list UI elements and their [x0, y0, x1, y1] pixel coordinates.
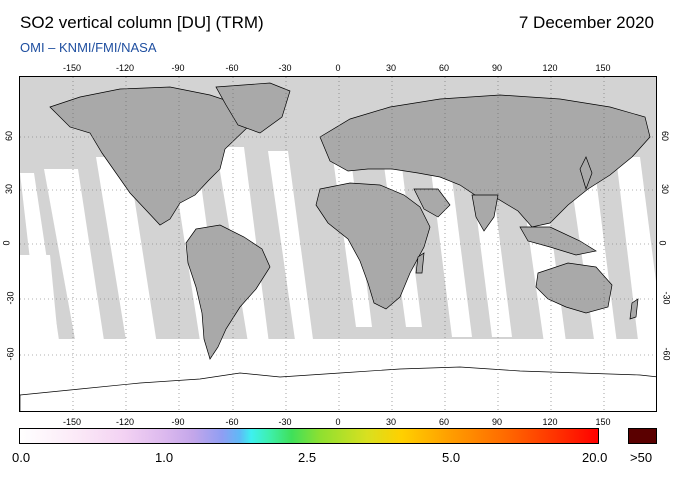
- colorbar-over-label: >50: [630, 450, 653, 465]
- arabia: [413, 188, 451, 218]
- colorbar-label: 2.5: [298, 450, 317, 465]
- lon-tick-top: -60: [225, 63, 239, 73]
- lon-tick-top: 120: [542, 63, 558, 73]
- colorbar-label: 5.0: [442, 450, 461, 465]
- north-america: [49, 86, 251, 226]
- australia: [535, 262, 613, 314]
- lon-tick-bottom: 0: [335, 417, 341, 427]
- lat-tick-left: 0: [1, 240, 12, 246]
- lon-tick-top: -150: [62, 63, 82, 73]
- colorbar-over-swatch: [628, 428, 657, 444]
- colorbar-label: 20.0: [582, 450, 608, 465]
- map-title: SO2 vertical column [DU] (TRM): [20, 13, 264, 32]
- lat-tick-left: 60: [4, 130, 15, 142]
- lat-tick-left: -60: [5, 347, 16, 361]
- lon-tick-top: -90: [171, 63, 185, 73]
- swath: [616, 157, 656, 357]
- lon-tick-top: -120: [115, 63, 135, 73]
- swath: [96, 157, 162, 377]
- swath: [566, 147, 620, 367]
- lon-tick-bottom: -120: [115, 417, 135, 427]
- antarctica: [20, 366, 656, 411]
- south-america: [185, 224, 271, 360]
- colorbar: [19, 428, 599, 444]
- world-map: [19, 76, 657, 412]
- swath: [20, 255, 58, 339]
- lat-tick-right: -30: [661, 291, 672, 305]
- lon-tick-top: 150: [595, 63, 611, 73]
- new-zealand: [629, 298, 639, 320]
- africa: [315, 182, 431, 310]
- lon-tick-bottom: 60: [438, 417, 450, 427]
- swath: [268, 151, 314, 347]
- lon-tick-bottom: -60: [225, 417, 239, 427]
- lon-tick-bottom: 30: [385, 417, 397, 427]
- lon-tick-top: 30: [385, 63, 397, 73]
- lon-tick-top: 60: [438, 63, 450, 73]
- lon-tick-bottom: 150: [595, 417, 611, 427]
- lon-tick-bottom: -150: [62, 417, 82, 427]
- japan: [579, 156, 593, 191]
- swath: [44, 169, 108, 367]
- madagascar: [415, 252, 425, 274]
- greenland: [215, 82, 291, 134]
- land-layer: [20, 82, 656, 411]
- se-asia-islands: [519, 226, 597, 256]
- lat-tick-right: -60: [661, 347, 672, 361]
- lat-tick-left: -30: [5, 291, 16, 305]
- lon-tick-bottom: -90: [171, 417, 185, 427]
- graticule: [20, 77, 656, 411]
- map-canvas: [20, 77, 656, 411]
- lon-tick-bottom: 120: [542, 417, 558, 427]
- europe-asia: [319, 94, 651, 228]
- lat-tick-left: 30: [4, 183, 15, 195]
- lat-tick-right: 60: [660, 130, 671, 142]
- lon-tick-top: 90: [491, 63, 503, 73]
- colorbar-label: 1.0: [155, 450, 174, 465]
- lat-tick-right: 0: [657, 240, 668, 246]
- map-date: 7 December 2020: [518, 13, 654, 32]
- india: [471, 194, 499, 232]
- lat-tick-right: 30: [660, 183, 671, 195]
- lon-tick-top: -30: [278, 63, 292, 73]
- data-credit: OMI – KNMI/FMI/NASA: [20, 40, 157, 55]
- colorbar-label: 0.0: [12, 450, 31, 465]
- lon-tick-bottom: 90: [491, 417, 503, 427]
- lon-tick-bottom: -30: [278, 417, 292, 427]
- lon-tick-top: 0: [335, 63, 341, 73]
